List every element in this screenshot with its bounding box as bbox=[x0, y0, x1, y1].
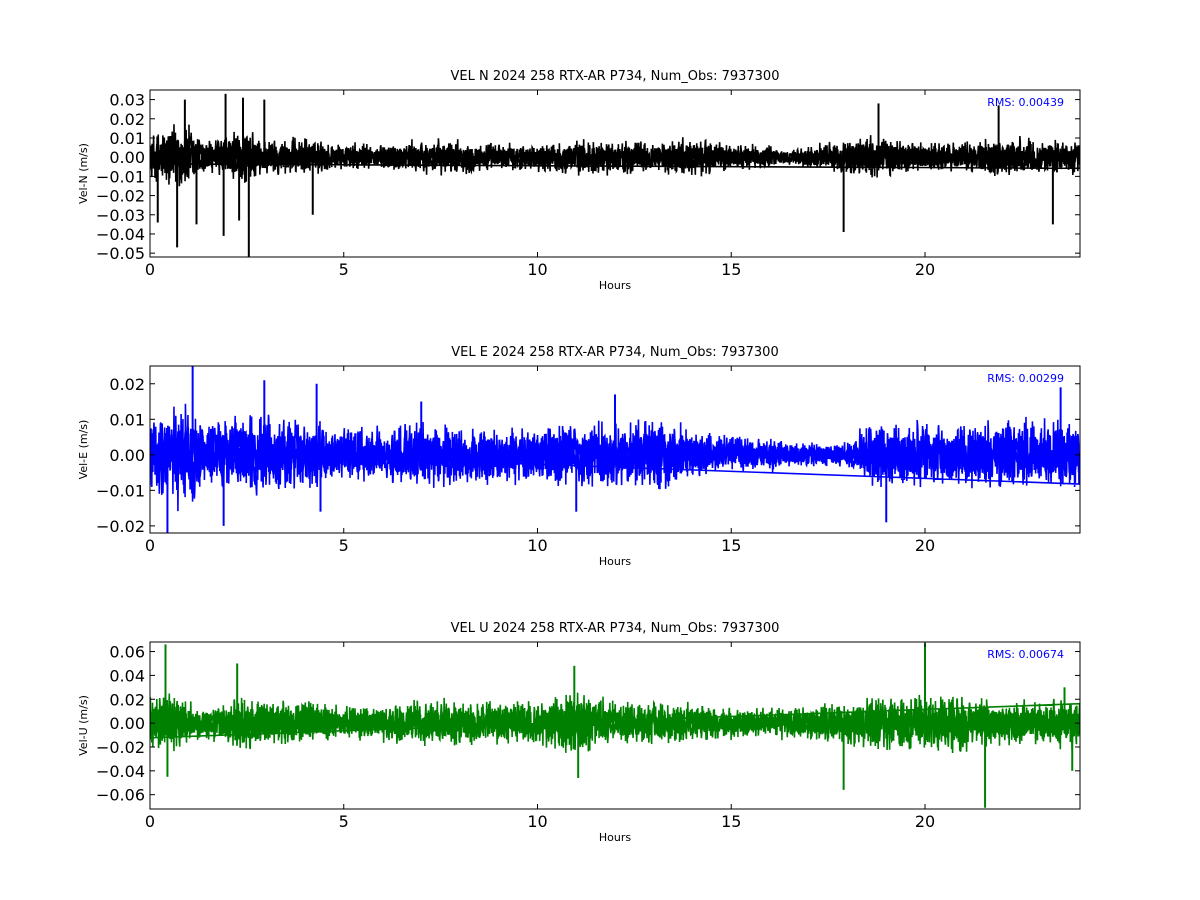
x-tick-label: 20 bbox=[915, 260, 935, 279]
x-tick-label: 20 bbox=[915, 536, 935, 555]
y-tick-label: −0.01 bbox=[96, 481, 145, 500]
y-tick-label: −0.02 bbox=[96, 187, 145, 206]
y-tick-label: −0.04 bbox=[96, 225, 145, 244]
chart-panel-3: VEL U 2024 258 RTX-AR P734, Num_Obs: 793… bbox=[77, 621, 1081, 844]
x-axis-label: Hours bbox=[599, 279, 631, 292]
x-tick-label: 0 bbox=[145, 260, 155, 279]
y-tick-label: −0.02 bbox=[96, 517, 145, 536]
y-tick-label: 0.02 bbox=[109, 110, 145, 129]
x-tick-label: 15 bbox=[721, 536, 741, 555]
axes-frame bbox=[149, 89, 1081, 258]
y-tick-label: 0.00 bbox=[109, 714, 145, 733]
y-tick-label: 0.00 bbox=[109, 148, 145, 167]
rms-annotation: RMS: 0.00299 bbox=[987, 372, 1064, 385]
x-tick-label: 5 bbox=[339, 260, 349, 279]
chart-panel-1: VEL N 2024 258 RTX-AR P734, Num_Obs: 793… bbox=[77, 69, 1081, 292]
x-tick-label: 5 bbox=[339, 536, 349, 555]
y-tick-label: 0.00 bbox=[109, 446, 145, 465]
x-axis-label: Hours bbox=[599, 831, 631, 844]
series-line bbox=[150, 124, 1080, 187]
x-tick-label: 10 bbox=[527, 260, 547, 279]
y-tick-label: 0.02 bbox=[109, 375, 145, 394]
y-tick-label: 0.01 bbox=[109, 410, 145, 429]
x-tick-label: 10 bbox=[527, 812, 547, 831]
y-tick-label: −0.04 bbox=[96, 762, 145, 781]
y-tick-label: 0.01 bbox=[109, 129, 145, 148]
chart-title: VEL U 2024 258 RTX-AR P734, Num_Obs: 793… bbox=[451, 621, 780, 636]
y-tick-label: −0.03 bbox=[96, 206, 145, 225]
x-tick-label: 15 bbox=[721, 260, 741, 279]
x-tick-label: 10 bbox=[527, 536, 547, 555]
x-tick-label: 20 bbox=[915, 812, 935, 831]
y-tick-label: 0.06 bbox=[109, 643, 145, 662]
x-tick-label: 5 bbox=[339, 812, 349, 831]
y-axis-label: Vel-E (m/s) bbox=[77, 420, 90, 480]
y-tick-label: 0.04 bbox=[109, 666, 145, 685]
y-tick-label: −0.02 bbox=[96, 738, 145, 757]
series-line bbox=[150, 692, 1080, 754]
y-tick-label: −0.05 bbox=[96, 244, 145, 263]
chart-panel-2: VEL E 2024 258 RTX-AR P734, Num_Obs: 793… bbox=[77, 345, 1081, 568]
chart-title: VEL N 2024 258 RTX-AR P734, Num_Obs: 793… bbox=[451, 69, 780, 84]
series-line bbox=[150, 403, 1080, 512]
y-tick-label: −0.01 bbox=[96, 167, 145, 186]
axes-frame bbox=[149, 365, 1081, 534]
x-tick-label: 15 bbox=[721, 812, 741, 831]
y-axis-label: Vel-N (m/s) bbox=[77, 143, 90, 204]
rms-annotation: RMS: 0.00439 bbox=[987, 96, 1064, 109]
y-tick-label: −0.06 bbox=[96, 786, 145, 805]
y-tick-label: 0.03 bbox=[109, 91, 145, 110]
x-tick-label: 0 bbox=[145, 536, 155, 555]
x-axis-label: Hours bbox=[599, 555, 631, 568]
rms-annotation: RMS: 0.00674 bbox=[987, 648, 1064, 661]
y-tick-label: 0.02 bbox=[109, 690, 145, 709]
axes-frame bbox=[149, 641, 1081, 810]
y-axis-label: Vel-U (m/s) bbox=[77, 695, 90, 756]
chart-title: VEL E 2024 258 RTX-AR P734, Num_Obs: 793… bbox=[451, 345, 778, 360]
x-tick-label: 0 bbox=[145, 812, 155, 831]
